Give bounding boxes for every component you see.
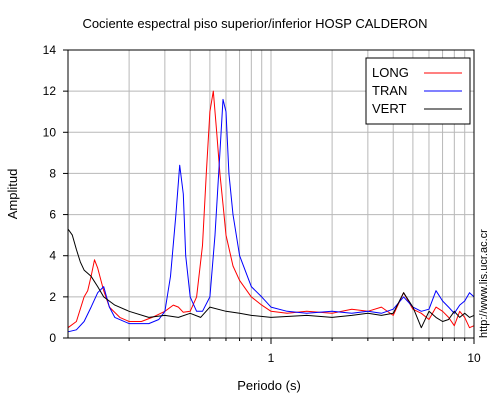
series-line-tran (67, 98, 475, 333)
legend-label-tran: TRAN (372, 83, 407, 98)
y-tick-label: 10 (43, 125, 57, 139)
x-axis: 1 10 (128, 338, 481, 365)
chart-series-group (67, 90, 475, 333)
series-line-vert (67, 228, 475, 329)
x-axis-label: Periodo (s) (237, 378, 301, 393)
y-tick-label: 8 (49, 166, 56, 180)
x-tick-label: 1 (268, 351, 275, 365)
y-tick-label: 2 (49, 290, 56, 304)
y-tick-label: 0 (49, 331, 56, 345)
chart-title: Cociente espectral piso superior/inferio… (82, 16, 427, 31)
y-tick-label: 6 (49, 208, 56, 222)
legend: LONG TRAN VERT (365, 57, 471, 125)
legend-label-vert: VERT (372, 101, 406, 116)
y-tick-label: 14 (43, 43, 57, 57)
legend-label-long: LONG (372, 65, 409, 80)
y-tick-label: 4 (49, 249, 56, 263)
y-axis-label: Amplitud (5, 169, 20, 220)
watermark-url: http://www.lis.ucr.ac.cr (478, 229, 490, 338)
x-tick-label: 10 (467, 351, 481, 365)
chart-grid (68, 50, 474, 338)
y-axis: 0 2 4 6 8 10 12 14 (43, 43, 68, 345)
y-tick-label: 12 (43, 84, 57, 98)
